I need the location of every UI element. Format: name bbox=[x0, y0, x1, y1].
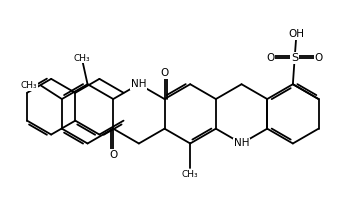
Text: O: O bbox=[266, 53, 274, 63]
Text: NH: NH bbox=[234, 138, 249, 148]
Text: O: O bbox=[315, 53, 323, 63]
Text: S: S bbox=[291, 53, 298, 63]
Text: OH: OH bbox=[289, 29, 305, 39]
Text: NH: NH bbox=[131, 79, 147, 89]
Text: CH₃: CH₃ bbox=[182, 169, 199, 179]
Text: O: O bbox=[109, 150, 117, 160]
Text: CH₃: CH₃ bbox=[74, 54, 90, 63]
Text: CH₃: CH₃ bbox=[20, 81, 37, 90]
Text: O: O bbox=[160, 68, 169, 78]
